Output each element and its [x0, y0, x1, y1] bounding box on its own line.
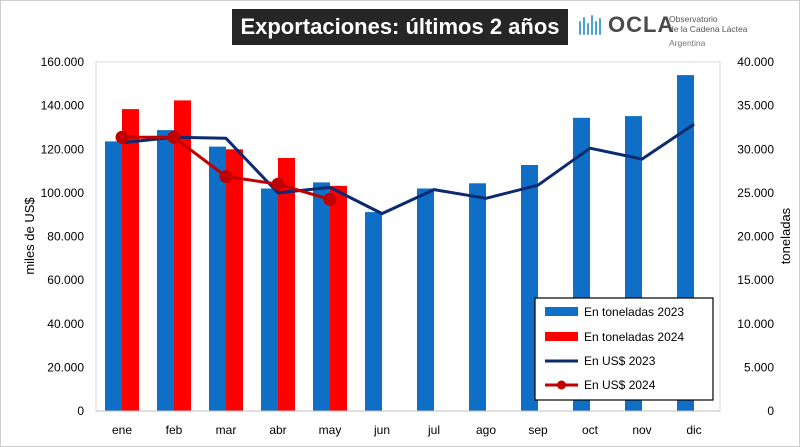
point-en-us-2024-ene: [115, 130, 129, 144]
left-tick-label: 0: [77, 404, 84, 418]
category-label-feb: feb: [166, 423, 183, 437]
right-tick-label: 0: [767, 404, 774, 418]
category-label-ene: ene: [112, 423, 132, 437]
category-label-abr: abr: [269, 423, 286, 437]
category-label-dic: dic: [686, 423, 701, 437]
bar-en-toneladas-2024-mar: [226, 149, 243, 412]
logo-country: Argentina: [669, 38, 706, 48]
right-tick-label: 10.000: [737, 317, 774, 331]
left-tick-label: 100.000: [41, 186, 85, 200]
bar-en-toneladas-2023-abr: [261, 188, 278, 411]
point-en-us-2024-abr: [271, 177, 285, 191]
legend: En toneladas 2023 En toneladas 2024 En U…: [534, 297, 714, 401]
logo-subtitle: Observatorio de la Cadena Láctea: [669, 14, 748, 34]
bar-en-toneladas-2023-may: [313, 182, 330, 411]
bar-en-toneladas-2023-jun: [365, 212, 382, 411]
ocla-logo: OCLA Observatorio de la Cadena Láctea Ar…: [578, 10, 793, 50]
left-tick-label: 120.000: [41, 142, 85, 156]
legend-marker-usd-2024: [557, 380, 566, 390]
right-axis-ticks: 0 5.000 10.000 15.000 20.000 25.000 30.000 35.0…: [737, 55, 774, 418]
legend-label-usd-2023: En US$ 2023: [584, 354, 656, 368]
category-label-oct: oct: [582, 423, 599, 437]
right-tick-label: 5.000: [744, 360, 774, 374]
category-label-ago: ago: [476, 423, 496, 437]
category-label-sep: sep: [528, 423, 548, 437]
bar-en-toneladas-2023-feb: [157, 130, 174, 411]
left-tick-label: 40.000: [47, 317, 84, 331]
right-tick-label: 25.000: [737, 186, 774, 200]
line-en-us-2023: [121, 122, 695, 216]
ocla-wave-icon: [579, 15, 601, 35]
left-tick-label: 80.000: [47, 230, 84, 244]
bar-en-toneladas-2023-sep: [521, 165, 538, 411]
right-tick-label: 30.000: [737, 142, 774, 156]
chart-title: Exportaciones: últimos 2 años: [232, 9, 568, 45]
legend-label-tons-2024: En toneladas 2024: [584, 330, 684, 344]
bar-en-toneladas-2023-jul: [417, 188, 434, 411]
point-en-us-2024-feb: [167, 130, 181, 144]
category-label-may: may: [319, 423, 342, 437]
legend-swatch-tons-2024: [545, 332, 578, 341]
bar-en-toneladas-2023-ene: [105, 141, 122, 411]
bar-en-toneladas-2023-ago: [469, 183, 486, 411]
category-label-nov: nov: [632, 423, 651, 437]
left-tick-label: 140.000: [41, 99, 85, 113]
right-tick-label: 40.000: [737, 55, 774, 69]
right-axis-label: toneladas: [778, 207, 793, 264]
left-tick-label: 60.000: [47, 273, 84, 287]
left-axis-ticks: 0 20.000 40.000 60.000 80.000 100.000 120.000 1…: [41, 55, 85, 418]
point-en-us-2024-may: [323, 192, 337, 206]
right-tick-label: 20.000: [737, 230, 774, 244]
left-tick-label: 160.000: [41, 55, 85, 69]
category-labels: ene feb mar abr may jun jul ago sep oct nov dic: [112, 423, 702, 437]
left-tick-label: 20.000: [47, 360, 84, 374]
logo-line-1: Observatorio: [669, 14, 718, 24]
bar-en-toneladas-2024-may: [330, 185, 347, 411]
category-label-mar: mar: [216, 423, 237, 437]
bar-en-toneladas-2024-ene: [122, 109, 139, 411]
legend-label-usd-2024: En US$ 2024: [584, 378, 656, 392]
bar-en-toneladas-2023-mar: [209, 146, 226, 411]
category-label-jun: jun: [373, 423, 390, 437]
legend-swatch-tons-2023: [545, 307, 578, 316]
bar-en-toneladas-2024-feb: [174, 100, 191, 412]
right-tick-label: 35.000: [737, 99, 774, 113]
right-tick-label: 15.000: [737, 273, 774, 287]
point-en-us-2024-mar: [219, 170, 233, 183]
left-axis-label: miles de US$: [22, 197, 37, 275]
lines-group: [115, 122, 695, 216]
logo-line-2: de la Cadena Láctea: [669, 23, 748, 34]
bar-en-toneladas-2024-abr: [278, 158, 295, 411]
legend-label-tons-2023: En toneladas 2023: [584, 305, 684, 319]
logo-word: OCLA: [608, 12, 675, 37]
category-label-jul: jul: [427, 423, 440, 437]
